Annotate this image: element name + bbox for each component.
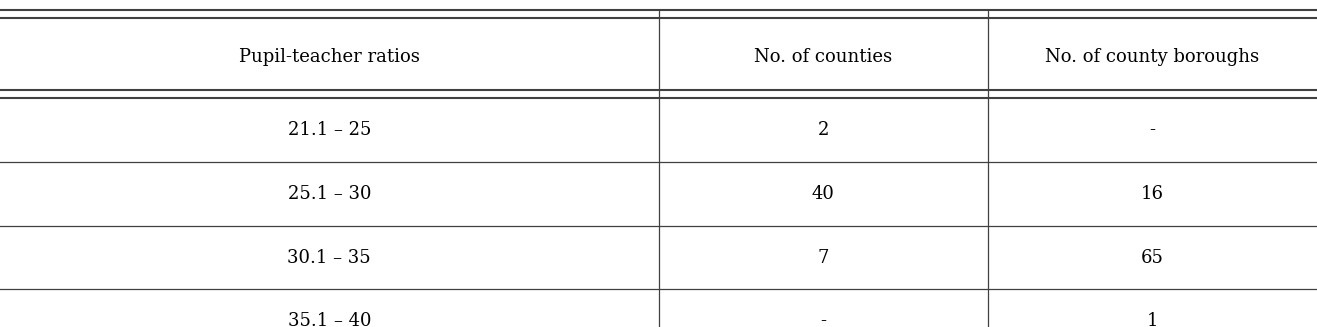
- Text: 40: 40: [811, 185, 835, 203]
- Text: -: -: [1150, 121, 1155, 139]
- Text: 35.1 – 40: 35.1 – 40: [287, 312, 371, 327]
- Text: 65: 65: [1141, 249, 1164, 267]
- Text: 1: 1: [1147, 312, 1158, 327]
- Text: No. of counties: No. of counties: [755, 48, 892, 66]
- Text: 25.1 – 30: 25.1 – 30: [287, 185, 371, 203]
- Text: -: -: [820, 312, 826, 327]
- Text: 2: 2: [818, 121, 828, 139]
- Text: 30.1 – 35: 30.1 – 35: [287, 249, 371, 267]
- Text: 7: 7: [818, 249, 828, 267]
- Text: No. of county boroughs: No. of county boroughs: [1046, 48, 1259, 66]
- Text: Pupil-teacher ratios: Pupil-teacher ratios: [238, 48, 420, 66]
- Text: 16: 16: [1141, 185, 1164, 203]
- Text: 21.1 – 25: 21.1 – 25: [287, 121, 371, 139]
